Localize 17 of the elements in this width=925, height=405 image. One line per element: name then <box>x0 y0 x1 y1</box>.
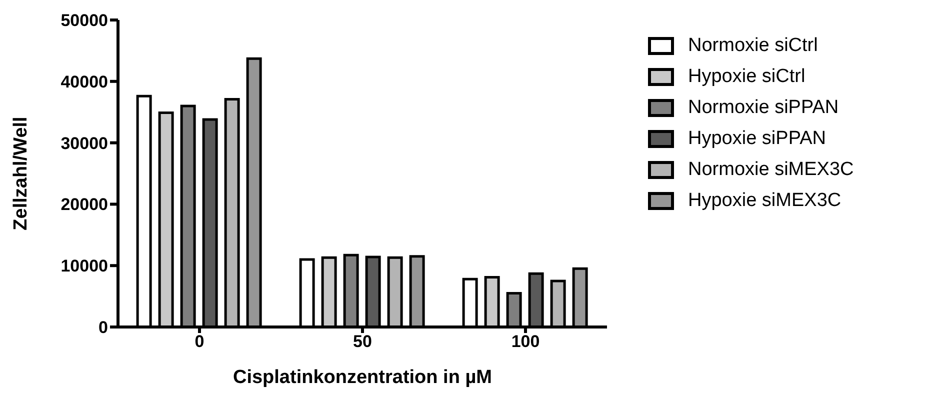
legend-label: Hypoxie siCtrl <box>688 66 806 88</box>
x-axis-title: Cisplatinkonzentration in µM <box>232 367 492 388</box>
legend-label: Hypoxie siMEX3C <box>688 190 842 212</box>
x-tick-label: 0 <box>194 332 204 352</box>
legend-label: Normoxie siCtrl <box>688 34 818 56</box>
y-tick-label: 50000 <box>60 11 108 30</box>
y-tick-label: 40000 <box>60 72 108 92</box>
legend-label: Normoxie siMEX3C <box>688 158 854 180</box>
y-tick-label: 0 <box>98 318 108 338</box>
y-tick-label: 20000 <box>60 195 108 214</box>
x-tick-label: 50 <box>353 332 372 352</box>
y-tick-label: 10000 <box>60 256 108 276</box>
legend-label: Normoxie siPPAN <box>688 96 839 118</box>
x-tick-label: 100 <box>511 332 540 352</box>
legend-label: Hypoxie siPPAN <box>688 128 826 150</box>
y-axis-title: Zellzahl/Well <box>10 116 32 230</box>
y-tick-label: 30000 <box>60 134 108 153</box>
